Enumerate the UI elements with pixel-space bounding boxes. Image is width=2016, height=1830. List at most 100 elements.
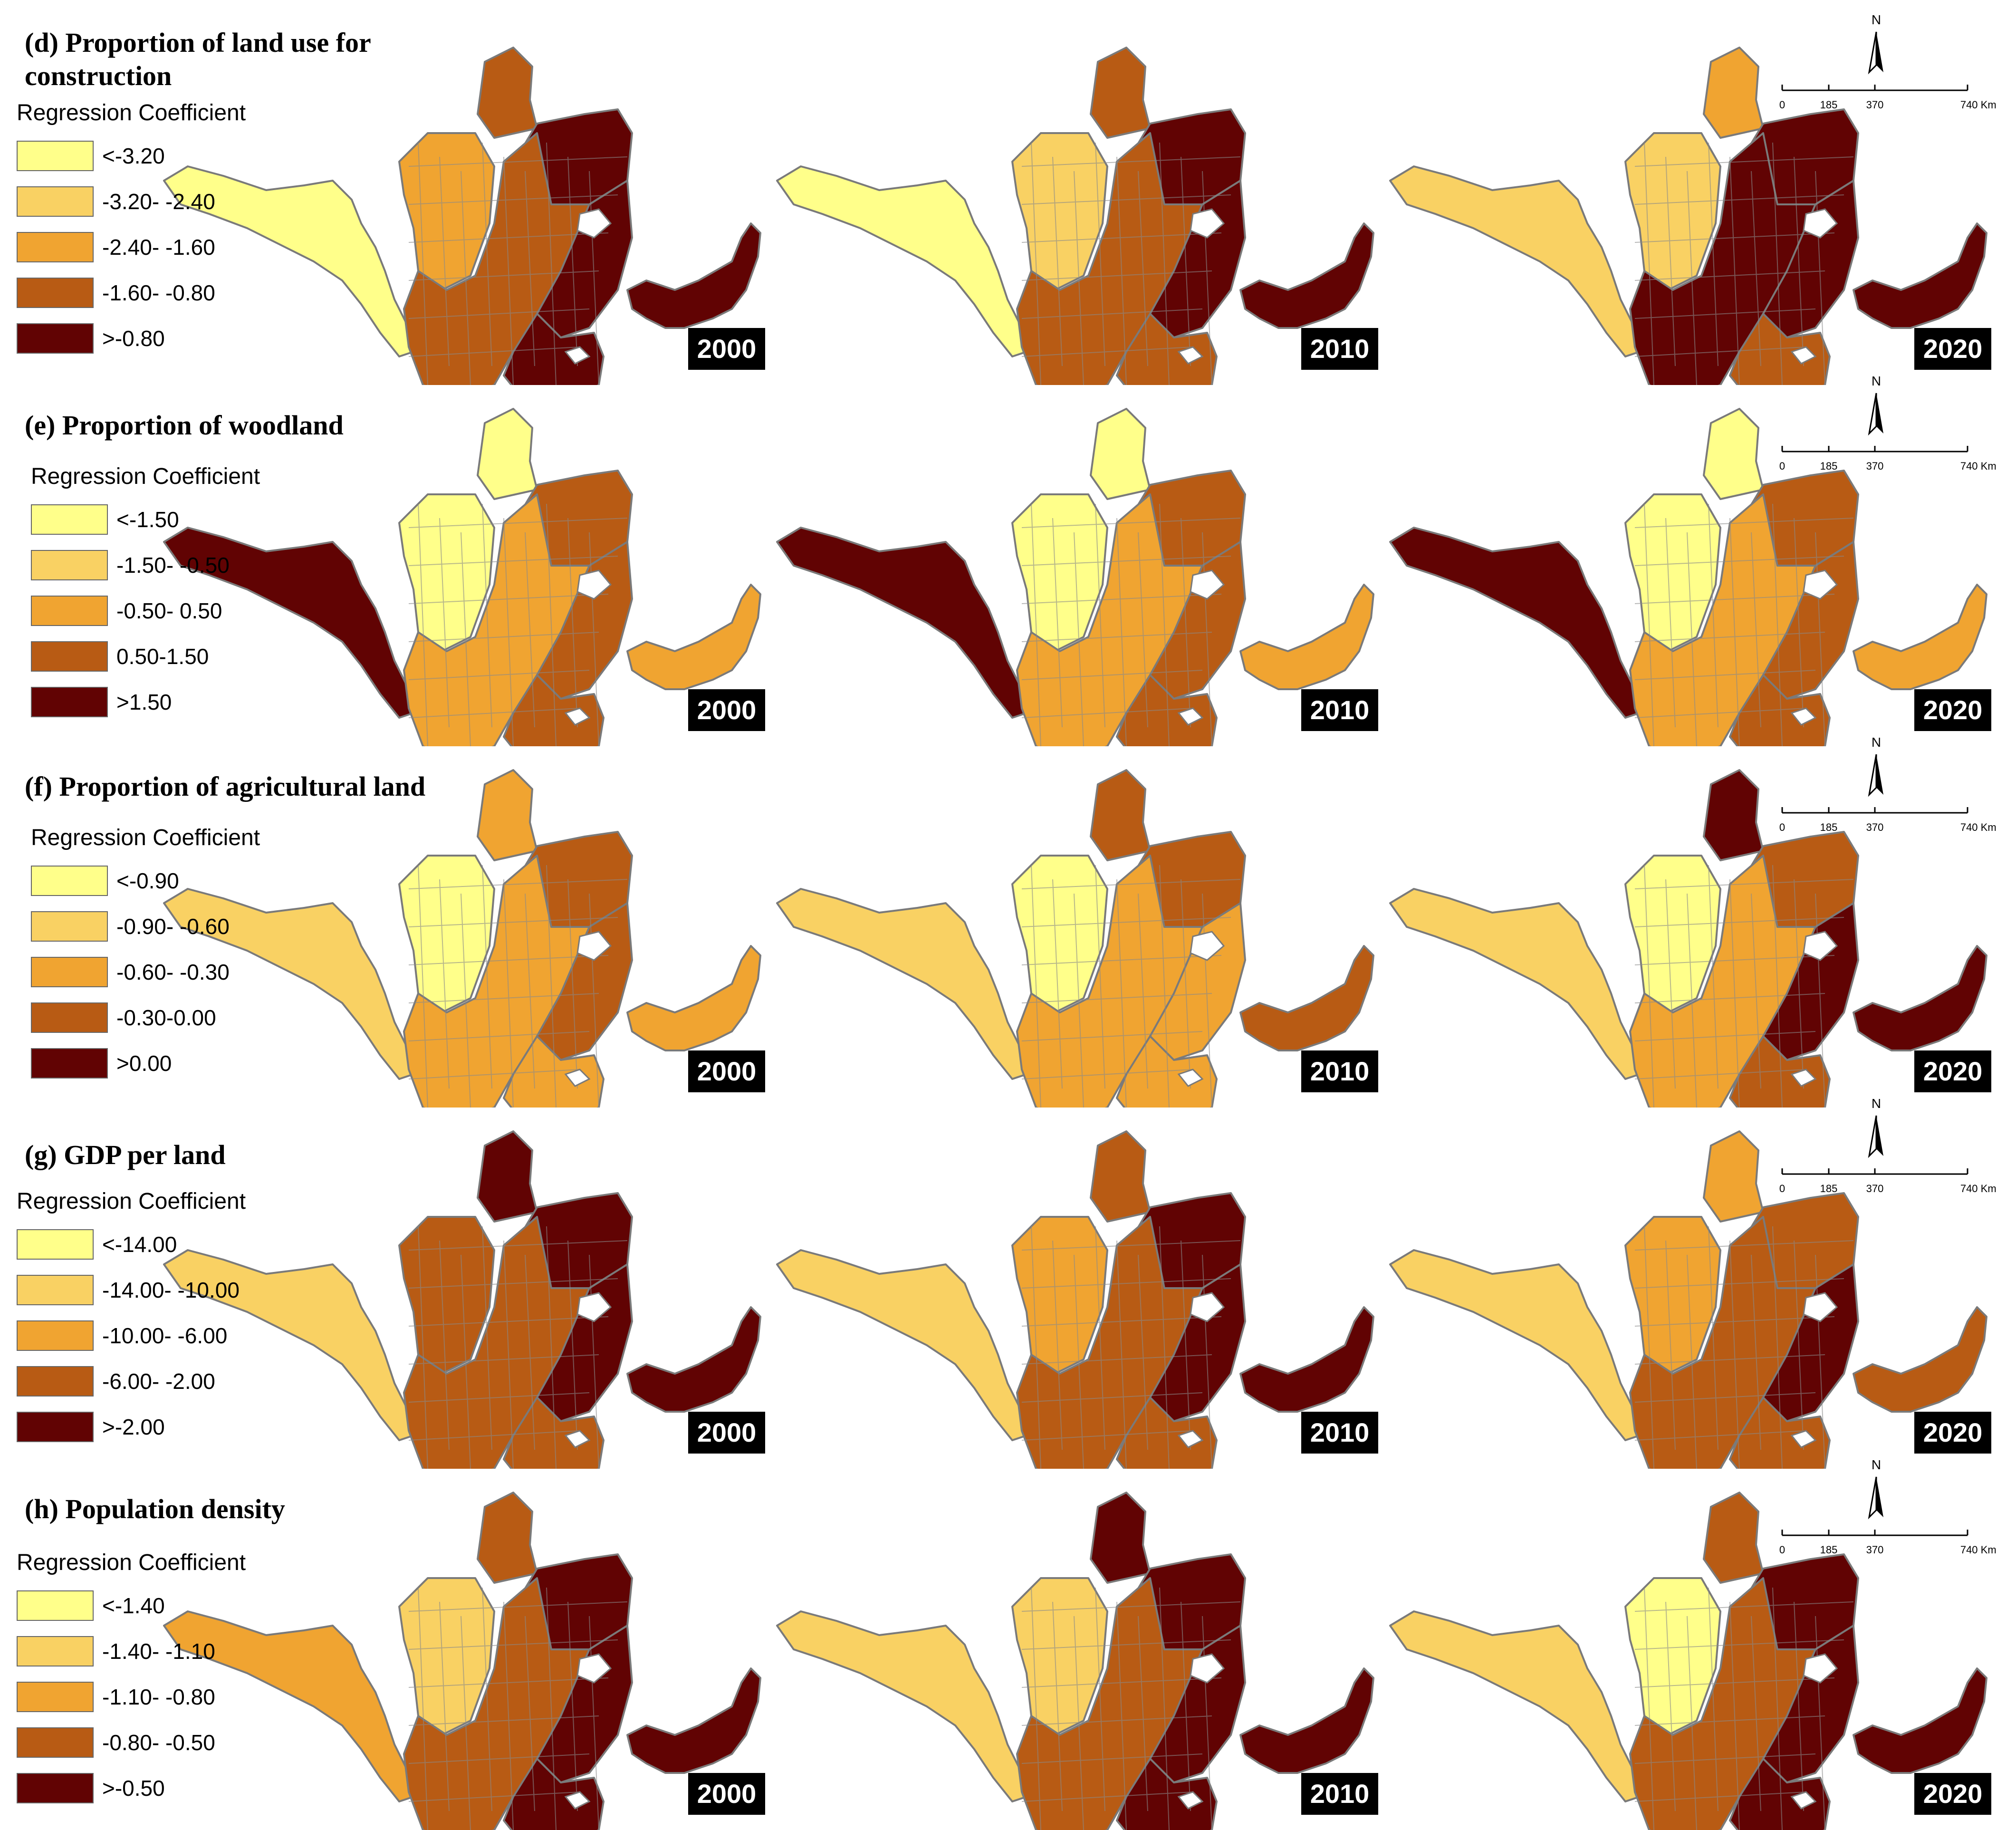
map-2010 xyxy=(776,47,1374,385)
legend-item: <-0.90 xyxy=(31,858,260,904)
map-hole xyxy=(564,1430,591,1448)
region-north xyxy=(477,1492,538,1584)
scale-tick-label: 740 Km xyxy=(1960,460,1997,472)
map-hole xyxy=(576,208,612,239)
region-central-west xyxy=(1624,132,1721,291)
legend-label: -0.80- -0.50 xyxy=(102,1730,215,1755)
map-hole xyxy=(564,1791,591,1810)
region-arm xyxy=(1239,1306,1374,1413)
legend-item: 0.50-1.50 xyxy=(31,634,260,679)
legend-swatch xyxy=(17,1275,94,1305)
legend-swatch xyxy=(17,232,94,262)
region-north xyxy=(477,769,538,861)
region-central-west xyxy=(1011,1577,1108,1736)
legend-swatch xyxy=(17,186,94,217)
legend-swatch xyxy=(31,1002,108,1033)
map-2000 xyxy=(163,408,761,746)
region-central-west xyxy=(398,855,495,1013)
map-hole xyxy=(1803,208,1838,239)
scale-tick-label: 0 xyxy=(1779,99,1786,111)
map-hole xyxy=(564,1069,591,1087)
region-arm xyxy=(1853,1306,1987,1413)
region-central-west xyxy=(1624,493,1721,652)
scale-tick-label: 0 xyxy=(1779,1544,1786,1556)
scale-tick-label: 740 Km xyxy=(1960,1183,1997,1194)
region-south xyxy=(1729,1035,1831,1108)
legend-label: -3.20- -2.40 xyxy=(102,189,215,214)
scale-tick-label: 740 Km xyxy=(1960,99,1997,111)
district-boundaries xyxy=(1021,503,1241,746)
legend-item: >-0.80 xyxy=(17,316,246,361)
legend-swatch xyxy=(17,141,94,171)
legend-label: -0.30-0.00 xyxy=(116,1005,216,1030)
legend-item: -10.00- -6.00 xyxy=(17,1313,246,1358)
legend-swatch xyxy=(17,1412,94,1442)
scale-tick-label: 185 xyxy=(1820,1544,1838,1556)
legend-item: -0.50- 0.50 xyxy=(31,588,260,634)
map-2010 xyxy=(776,408,1374,746)
year-badge-2000: 2000 xyxy=(688,1412,765,1454)
region-west xyxy=(776,888,1027,1080)
legend: Regression Coefficient <-14.00 -14.00- -10… xyxy=(17,1188,246,1450)
legend-swatch xyxy=(17,1320,94,1351)
map-hole xyxy=(564,707,591,726)
legend-label: -0.50- 0.50 xyxy=(116,598,222,623)
map-hole xyxy=(1803,1292,1838,1322)
legend-label: <-14.00 xyxy=(102,1232,177,1257)
region-arm xyxy=(1853,945,1987,1051)
scale-tick-label: 0 xyxy=(1779,460,1786,472)
scale-tick-label: 740 Km xyxy=(1960,821,1997,833)
legend-swatch xyxy=(17,323,94,354)
map-hole xyxy=(1190,931,1225,961)
region-north xyxy=(1703,47,1764,139)
choropleth-maps xyxy=(163,408,1987,746)
legend-item: -1.60- -0.80 xyxy=(17,270,246,316)
north-label: N xyxy=(1871,1457,1882,1472)
region-north xyxy=(1090,1492,1151,1584)
legend-swatch xyxy=(31,957,108,987)
legend-item: <-3.20 xyxy=(17,133,246,179)
region-arm xyxy=(1239,1667,1374,1774)
legend-label: >-0.80 xyxy=(102,326,165,351)
region-south xyxy=(503,1397,605,1469)
region-south xyxy=(1729,1397,1831,1469)
legend-item: -0.90- -0.60 xyxy=(31,904,260,949)
district-boundaries xyxy=(408,865,628,1108)
legend-label: -6.00- -2.00 xyxy=(102,1369,215,1394)
scale-tick-label: 740 Km xyxy=(1960,1544,1997,1556)
legend-item: -3.20- -2.40 xyxy=(17,179,246,224)
region-arm xyxy=(1239,584,1374,690)
scale-tick-label: 0 xyxy=(1779,821,1786,833)
map-hole xyxy=(1177,707,1204,726)
legend-swatch xyxy=(17,278,94,308)
region-west xyxy=(1389,888,1641,1080)
year-badge-2000: 2000 xyxy=(688,689,765,731)
legend-label: <-1.50 xyxy=(116,507,179,532)
region-north xyxy=(1703,408,1764,500)
legend-heading: Regression Coefficient xyxy=(31,464,260,489)
scale-bar: 0 185 370 740 Km xyxy=(1777,794,1997,841)
region-central-west xyxy=(398,132,495,291)
map-hole xyxy=(1190,1292,1225,1322)
region-arm xyxy=(1239,222,1374,329)
legend-label: <-0.90 xyxy=(116,868,179,893)
scale-tick-label: 370 xyxy=(1866,460,1884,472)
district-boundaries xyxy=(1021,1587,1241,1830)
year-badge-2010: 2010 xyxy=(1301,1412,1378,1454)
north-label: N xyxy=(1871,374,1882,388)
scale-tick-label: 185 xyxy=(1820,821,1838,833)
north-arrow-icon: N xyxy=(1862,374,1891,436)
region-arm xyxy=(1853,1667,1987,1774)
region-central-west xyxy=(398,1577,495,1736)
region-west xyxy=(1389,165,1641,357)
legend-label: >1.50 xyxy=(116,690,172,714)
region-arm xyxy=(626,584,761,690)
panel-5: (h) Population density 2000 2010 2020 0 185 37… xyxy=(0,1457,2016,1830)
legend-heading: Regression Coefficient xyxy=(31,825,260,850)
region-north xyxy=(477,408,538,500)
district-boundaries xyxy=(1021,865,1241,1108)
legend-heading: Regression Coefficient xyxy=(17,1550,246,1575)
panel-2: (e) Proportion of woodland 2000 2010 2020 0 1… xyxy=(0,374,2016,746)
legend: Regression Coefficient <-1.50 -1.50- -0.50… xyxy=(31,463,260,725)
scale-tick-label: 185 xyxy=(1820,99,1838,111)
